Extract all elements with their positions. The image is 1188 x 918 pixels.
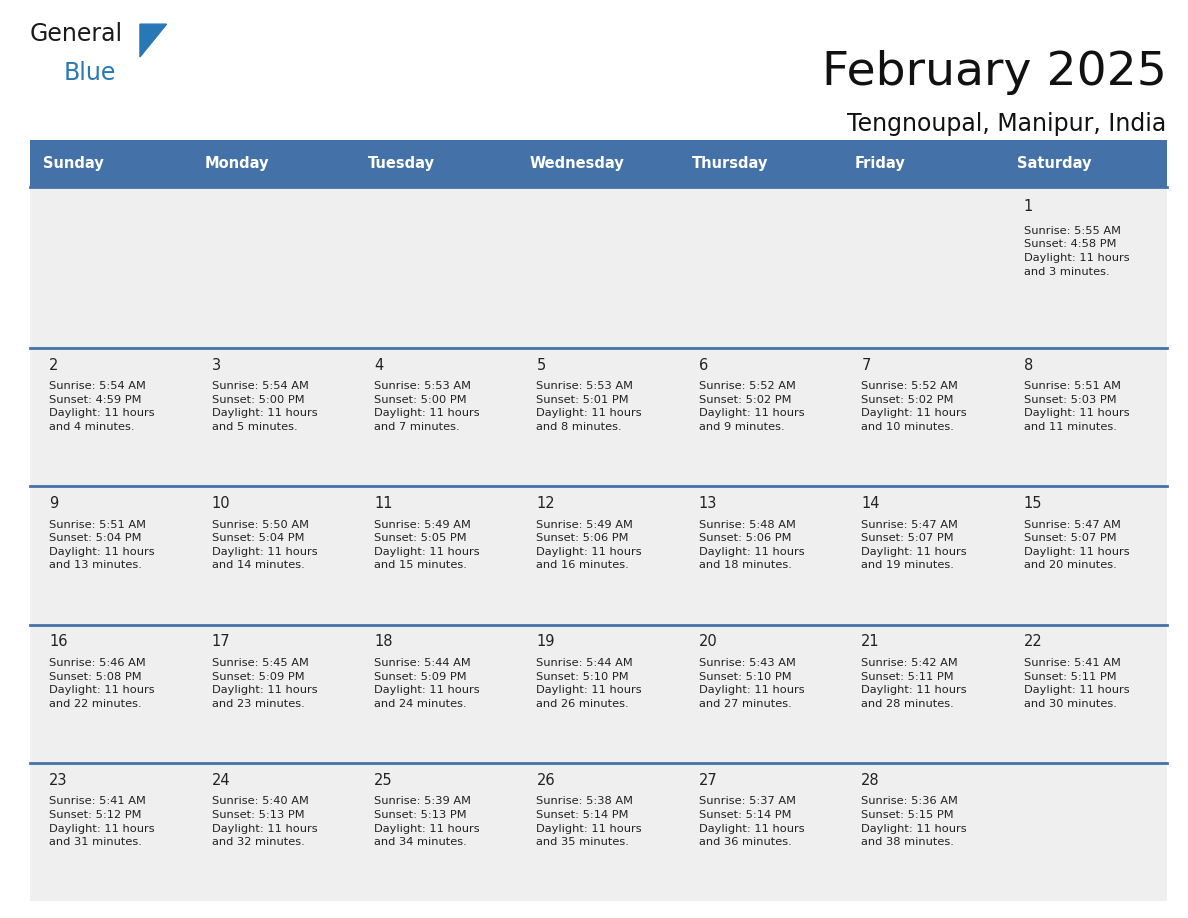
Text: 21: 21 <box>861 634 880 649</box>
Text: Sunrise: 5:54 AM
Sunset: 5:00 PM
Daylight: 11 hours
and 5 minutes.: Sunrise: 5:54 AM Sunset: 5:00 PM Dayligh… <box>211 381 317 432</box>
Text: 12: 12 <box>537 496 555 511</box>
Text: Sunrise: 5:48 AM
Sunset: 5:06 PM
Daylight: 11 hours
and 18 minutes.: Sunrise: 5:48 AM Sunset: 5:06 PM Dayligh… <box>699 520 804 570</box>
Text: 4: 4 <box>374 358 384 373</box>
Text: General: General <box>30 22 122 46</box>
Text: Sunrise: 5:53 AM
Sunset: 5:01 PM
Daylight: 11 hours
and 8 minutes.: Sunrise: 5:53 AM Sunset: 5:01 PM Dayligh… <box>537 381 642 432</box>
Text: 13: 13 <box>699 496 718 511</box>
Text: Sunrise: 5:49 AM
Sunset: 5:06 PM
Daylight: 11 hours
and 16 minutes.: Sunrise: 5:49 AM Sunset: 5:06 PM Dayligh… <box>537 520 642 570</box>
Text: 24: 24 <box>211 773 230 788</box>
Text: Sunrise: 5:41 AM
Sunset: 5:11 PM
Daylight: 11 hours
and 30 minutes.: Sunrise: 5:41 AM Sunset: 5:11 PM Dayligh… <box>1024 658 1130 709</box>
Text: Sunrise: 5:52 AM
Sunset: 5:02 PM
Daylight: 11 hours
and 9 minutes.: Sunrise: 5:52 AM Sunset: 5:02 PM Dayligh… <box>699 381 804 432</box>
Text: Blue: Blue <box>64 61 116 84</box>
Text: 27: 27 <box>699 773 718 788</box>
Text: Monday: Monday <box>206 156 270 171</box>
Text: Friday: Friday <box>855 156 905 171</box>
Text: Sunrise: 5:44 AM
Sunset: 5:09 PM
Daylight: 11 hours
and 24 minutes.: Sunrise: 5:44 AM Sunset: 5:09 PM Dayligh… <box>374 658 480 709</box>
Text: 6: 6 <box>699 358 708 373</box>
Text: Sunrise: 5:43 AM
Sunset: 5:10 PM
Daylight: 11 hours
and 27 minutes.: Sunrise: 5:43 AM Sunset: 5:10 PM Dayligh… <box>699 658 804 709</box>
Text: 18: 18 <box>374 634 392 649</box>
Text: 2: 2 <box>49 358 58 373</box>
Text: 7: 7 <box>861 358 871 373</box>
Text: Sunrise: 5:51 AM
Sunset: 5:04 PM
Daylight: 11 hours
and 13 minutes.: Sunrise: 5:51 AM Sunset: 5:04 PM Dayligh… <box>49 520 154 570</box>
Text: 25: 25 <box>374 773 393 788</box>
Text: Sunrise: 5:45 AM
Sunset: 5:09 PM
Daylight: 11 hours
and 23 minutes.: Sunrise: 5:45 AM Sunset: 5:09 PM Dayligh… <box>211 658 317 709</box>
Text: Sunrise: 5:47 AM
Sunset: 5:07 PM
Daylight: 11 hours
and 19 minutes.: Sunrise: 5:47 AM Sunset: 5:07 PM Dayligh… <box>861 520 967 570</box>
Text: Sunrise: 5:52 AM
Sunset: 5:02 PM
Daylight: 11 hours
and 10 minutes.: Sunrise: 5:52 AM Sunset: 5:02 PM Dayligh… <box>861 381 967 432</box>
Text: 17: 17 <box>211 634 230 649</box>
Text: Tuesday: Tuesday <box>367 156 435 171</box>
Text: 28: 28 <box>861 773 880 788</box>
Text: Sunday: Sunday <box>43 156 103 171</box>
Text: 16: 16 <box>49 634 68 649</box>
Text: Sunrise: 5:41 AM
Sunset: 5:12 PM
Daylight: 11 hours
and 31 minutes.: Sunrise: 5:41 AM Sunset: 5:12 PM Dayligh… <box>49 796 154 847</box>
Text: Sunrise: 5:40 AM
Sunset: 5:13 PM
Daylight: 11 hours
and 32 minutes.: Sunrise: 5:40 AM Sunset: 5:13 PM Dayligh… <box>211 796 317 847</box>
Text: February 2025: February 2025 <box>822 50 1167 95</box>
Text: 20: 20 <box>699 634 718 649</box>
Text: 8: 8 <box>1024 358 1032 373</box>
Text: 14: 14 <box>861 496 880 511</box>
Text: 22: 22 <box>1024 634 1042 649</box>
Text: 11: 11 <box>374 496 392 511</box>
Text: Sunrise: 5:44 AM
Sunset: 5:10 PM
Daylight: 11 hours
and 26 minutes.: Sunrise: 5:44 AM Sunset: 5:10 PM Dayligh… <box>537 658 642 709</box>
Text: Sunrise: 5:38 AM
Sunset: 5:14 PM
Daylight: 11 hours
and 35 minutes.: Sunrise: 5:38 AM Sunset: 5:14 PM Dayligh… <box>537 796 642 847</box>
Text: Saturday: Saturday <box>1017 156 1092 171</box>
Text: Wednesday: Wednesday <box>530 156 625 171</box>
Text: Tengnoupal, Manipur, India: Tengnoupal, Manipur, India <box>847 112 1167 136</box>
Text: Sunrise: 5:54 AM
Sunset: 4:59 PM
Daylight: 11 hours
and 4 minutes.: Sunrise: 5:54 AM Sunset: 4:59 PM Dayligh… <box>49 381 154 432</box>
Text: 3: 3 <box>211 358 221 373</box>
Text: Sunrise: 5:37 AM
Sunset: 5:14 PM
Daylight: 11 hours
and 36 minutes.: Sunrise: 5:37 AM Sunset: 5:14 PM Dayligh… <box>699 796 804 847</box>
Text: Sunrise: 5:49 AM
Sunset: 5:05 PM
Daylight: 11 hours
and 15 minutes.: Sunrise: 5:49 AM Sunset: 5:05 PM Dayligh… <box>374 520 480 570</box>
Text: Sunrise: 5:36 AM
Sunset: 5:15 PM
Daylight: 11 hours
and 38 minutes.: Sunrise: 5:36 AM Sunset: 5:15 PM Dayligh… <box>861 796 967 847</box>
Text: 10: 10 <box>211 496 230 511</box>
Text: Sunrise: 5:55 AM
Sunset: 4:58 PM
Daylight: 11 hours
and 3 minutes.: Sunrise: 5:55 AM Sunset: 4:58 PM Dayligh… <box>1024 226 1130 276</box>
Text: Sunrise: 5:53 AM
Sunset: 5:00 PM
Daylight: 11 hours
and 7 minutes.: Sunrise: 5:53 AM Sunset: 5:00 PM Dayligh… <box>374 381 480 432</box>
Text: 19: 19 <box>537 634 555 649</box>
Text: 26: 26 <box>537 773 555 788</box>
Text: 5: 5 <box>537 358 545 373</box>
Text: 1: 1 <box>1024 198 1032 214</box>
Text: Sunrise: 5:39 AM
Sunset: 5:13 PM
Daylight: 11 hours
and 34 minutes.: Sunrise: 5:39 AM Sunset: 5:13 PM Dayligh… <box>374 796 480 847</box>
Text: 9: 9 <box>49 496 58 511</box>
Text: Sunrise: 5:42 AM
Sunset: 5:11 PM
Daylight: 11 hours
and 28 minutes.: Sunrise: 5:42 AM Sunset: 5:11 PM Dayligh… <box>861 658 967 709</box>
Text: Sunrise: 5:51 AM
Sunset: 5:03 PM
Daylight: 11 hours
and 11 minutes.: Sunrise: 5:51 AM Sunset: 5:03 PM Dayligh… <box>1024 381 1130 432</box>
Text: Thursday: Thursday <box>693 156 769 171</box>
Text: 23: 23 <box>49 773 68 788</box>
Polygon shape <box>140 24 166 57</box>
Text: Sunrise: 5:47 AM
Sunset: 5:07 PM
Daylight: 11 hours
and 20 minutes.: Sunrise: 5:47 AM Sunset: 5:07 PM Dayligh… <box>1024 520 1130 570</box>
Text: Sunrise: 5:46 AM
Sunset: 5:08 PM
Daylight: 11 hours
and 22 minutes.: Sunrise: 5:46 AM Sunset: 5:08 PM Dayligh… <box>49 658 154 709</box>
Text: 15: 15 <box>1024 496 1042 511</box>
Text: Sunrise: 5:50 AM
Sunset: 5:04 PM
Daylight: 11 hours
and 14 minutes.: Sunrise: 5:50 AM Sunset: 5:04 PM Dayligh… <box>211 520 317 570</box>
